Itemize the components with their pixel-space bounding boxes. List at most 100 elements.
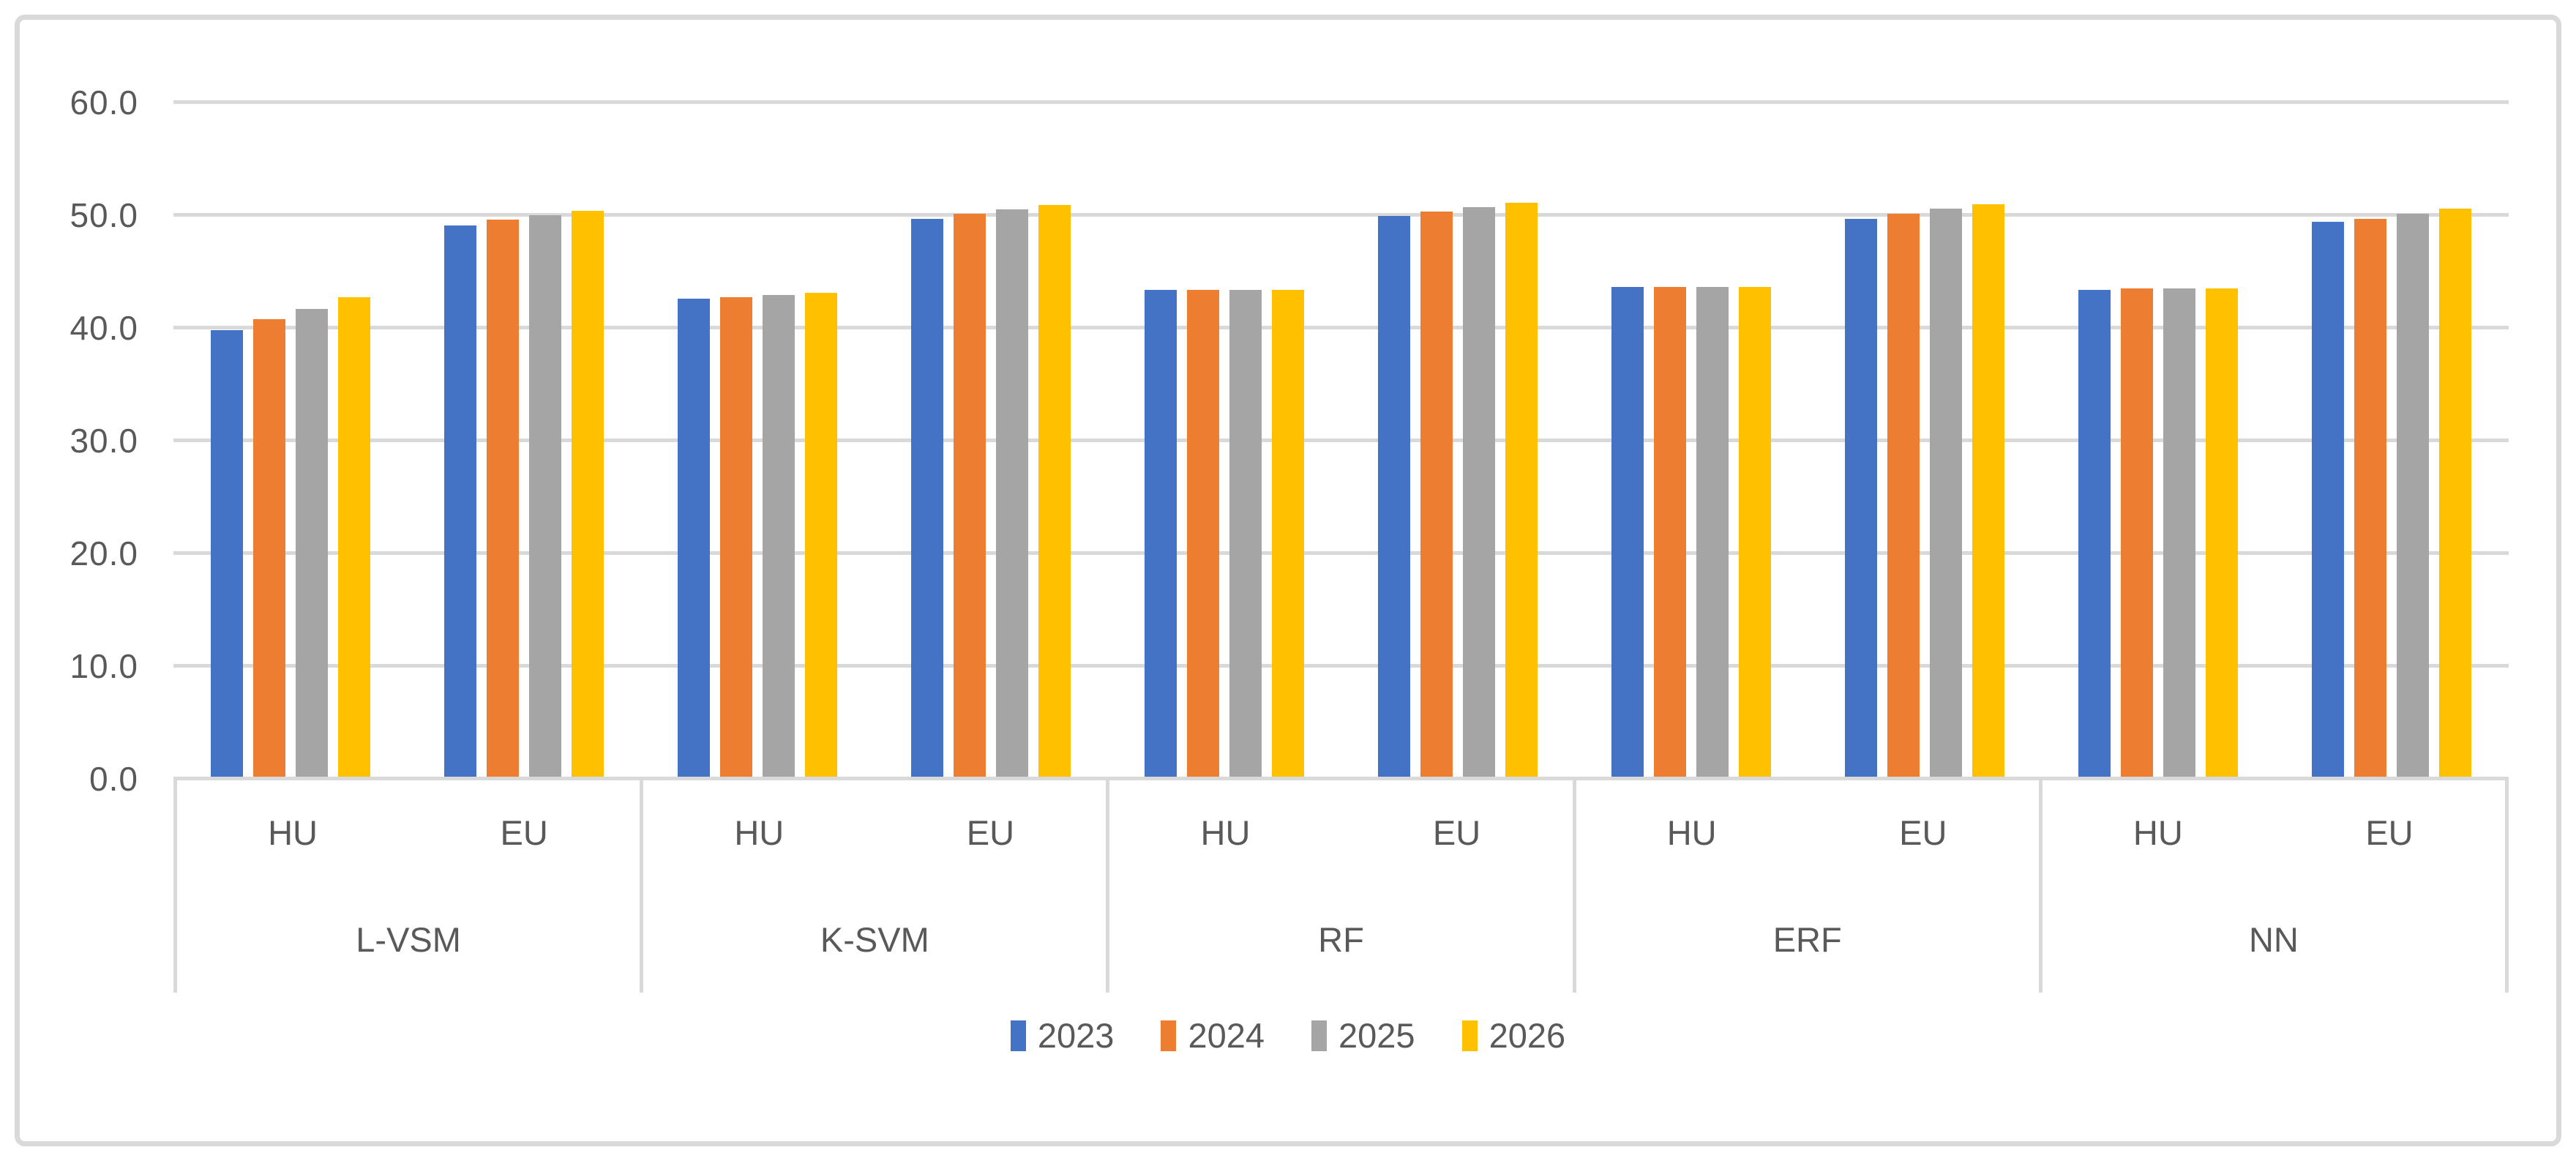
sub-category-label: EU [1432, 813, 1481, 852]
x-axis-line [173, 777, 2509, 780]
legend-item-2024: 2024 [1161, 1015, 1265, 1056]
bar-2025-k-svm-hu [762, 295, 795, 779]
bar-2024-l-vsm-eu [486, 220, 519, 779]
bar-group-k-svm-hu [640, 102, 874, 779]
category-cell-k-svm: HU EU K-SVM [640, 779, 1106, 993]
gridline [173, 100, 2509, 104]
gridline [173, 213, 2509, 217]
legend-label: 2025 [1338, 1016, 1415, 1055]
sub-category-label: EU [2365, 813, 2414, 852]
y-axis: 0.0 10.0 20.0 30.0 40.0 50.0 60.0 [20, 83, 156, 798]
legend-item-2026: 2026 [1461, 1015, 1566, 1056]
category-cell-erf: HU EU ERF [1572, 779, 2039, 993]
bar-2026-k-svm-hu [804, 293, 837, 779]
bar-2025-k-svm-eu [995, 209, 1028, 779]
y-axis-tick-label: 30.0 [70, 422, 138, 460]
bar-2023-rf-hu [1144, 289, 1177, 779]
sub-label-row: HU EU [177, 779, 640, 886]
bar-2026-l-vsm-eu [571, 210, 604, 779]
legend-item-2023: 2023 [1010, 1015, 1115, 1056]
sub-label-row: HU EU [1109, 779, 1572, 886]
legend-swatch-icon [1010, 1020, 1026, 1051]
gridline [173, 551, 2509, 556]
bar-group-nn-eu [2275, 102, 2509, 779]
bar-group-rf-eu [1341, 102, 1575, 779]
bar-2026-l-vsm-hu [337, 297, 370, 779]
bar-2026-nn-hu [2206, 288, 2239, 779]
category-label: L-VSM [356, 919, 461, 959]
bar-2026-rf-hu [1271, 289, 1304, 779]
category-group-erf [1575, 102, 2042, 779]
bar-2025-rf-eu [1463, 207, 1496, 779]
bar-2023-nn-eu [2312, 222, 2345, 779]
bar-2026-erf-eu [1972, 204, 2005, 779]
bar-2025-erf-eu [1930, 208, 1963, 779]
sub-category-label: HU [268, 813, 318, 852]
sub-category-label: EU [966, 813, 1015, 852]
bar-group-nn-hu [2042, 102, 2275, 779]
sub-category-label: HU [734, 813, 785, 852]
bar-2023-rf-eu [1378, 216, 1411, 779]
sub-category-label: HU [1200, 813, 1251, 852]
plot-area [173, 100, 2509, 780]
chart-frame: 0.0 10.0 20.0 30.0 40.0 50.0 60.0 HU EU L-VSM HU E… [15, 15, 2561, 1146]
category-group-k-svm [640, 102, 1107, 779]
y-axis-tick-label: 50.0 [70, 195, 138, 234]
bar-2023-erf-eu [1845, 218, 1878, 779]
bar-2024-rf-eu [1420, 212, 1453, 779]
sub-label-row: HU EU [643, 779, 1106, 886]
sub-category-label: EU [1899, 813, 1947, 852]
sub-category-label: HU [1666, 813, 1717, 852]
legend-label: 2026 [1489, 1016, 1566, 1055]
bars-layer [173, 102, 2509, 779]
bar-group-rf-hu [1107, 102, 1341, 779]
legend-label: 2024 [1188, 1016, 1265, 1055]
bar-2024-rf-hu [1186, 289, 1219, 779]
bar-group-l-vsm-hu [173, 102, 407, 779]
bar-group-k-svm-eu [874, 102, 1107, 779]
bar-2023-k-svm-eu [910, 218, 943, 779]
sub-label-row: HU EU [1576, 779, 2039, 886]
bar-2026-k-svm-eu [1038, 205, 1071, 779]
sub-category-label: HU [2133, 813, 2183, 852]
category-label: K-SVM [820, 919, 929, 959]
bar-group-l-vsm-eu [407, 102, 640, 779]
legend-swatch-icon [1311, 1020, 1327, 1051]
category-label: RF [1318, 919, 1364, 959]
legend-swatch-icon [1461, 1020, 1478, 1051]
bar-2025-l-vsm-hu [295, 308, 328, 779]
bar-2025-nn-hu [2163, 288, 2196, 779]
bar-2025-nn-eu [2397, 214, 2430, 779]
bar-2024-erf-hu [1654, 287, 1687, 779]
legend-item-2025: 2025 [1311, 1015, 1415, 1056]
category-group-l-vsm [173, 102, 640, 779]
bar-2023-l-vsm-hu [210, 330, 243, 779]
bar-2024-nn-eu [2354, 218, 2387, 779]
bar-2025-l-vsm-eu [528, 214, 561, 779]
sub-category-label: EU [500, 813, 548, 852]
bar-2025-erf-hu [1696, 287, 1729, 779]
category-group-rf [1107, 102, 1574, 779]
legend-swatch-icon [1161, 1020, 1177, 1051]
legend-label: 2023 [1037, 1016, 1115, 1055]
bar-2026-nn-eu [2439, 208, 2472, 779]
gridline [173, 438, 2509, 442]
bar-group-erf-hu [1575, 102, 1808, 779]
bar-2024-l-vsm-hu [252, 318, 285, 779]
category-axis: HU EU L-VSM HU EU K-SVM HU EU RF HU EU ERF HU EU NN [173, 779, 2509, 993]
bar-2023-nn-hu [2078, 289, 2111, 779]
y-axis-tick-label: 20.0 [70, 534, 138, 572]
bar-2024-erf-eu [1887, 214, 1920, 779]
y-axis-tick-label: 40.0 [70, 308, 138, 347]
bar-2023-erf-hu [1611, 287, 1644, 779]
category-cell-rf: HU EU RF [1106, 779, 1572, 993]
bar-2026-rf-eu [1505, 202, 1538, 779]
category-group-nn [2042, 102, 2509, 779]
category-cell-nn: HU EU NN [2038, 779, 2509, 993]
bar-2024-k-svm-eu [953, 214, 986, 779]
sub-label-row: HU EU [2043, 779, 2505, 886]
y-axis-tick-label: 10.0 [70, 647, 138, 685]
bar-2023-k-svm-hu [677, 298, 710, 779]
gridline [173, 664, 2509, 668]
y-axis-tick-label: 60.0 [70, 83, 138, 122]
